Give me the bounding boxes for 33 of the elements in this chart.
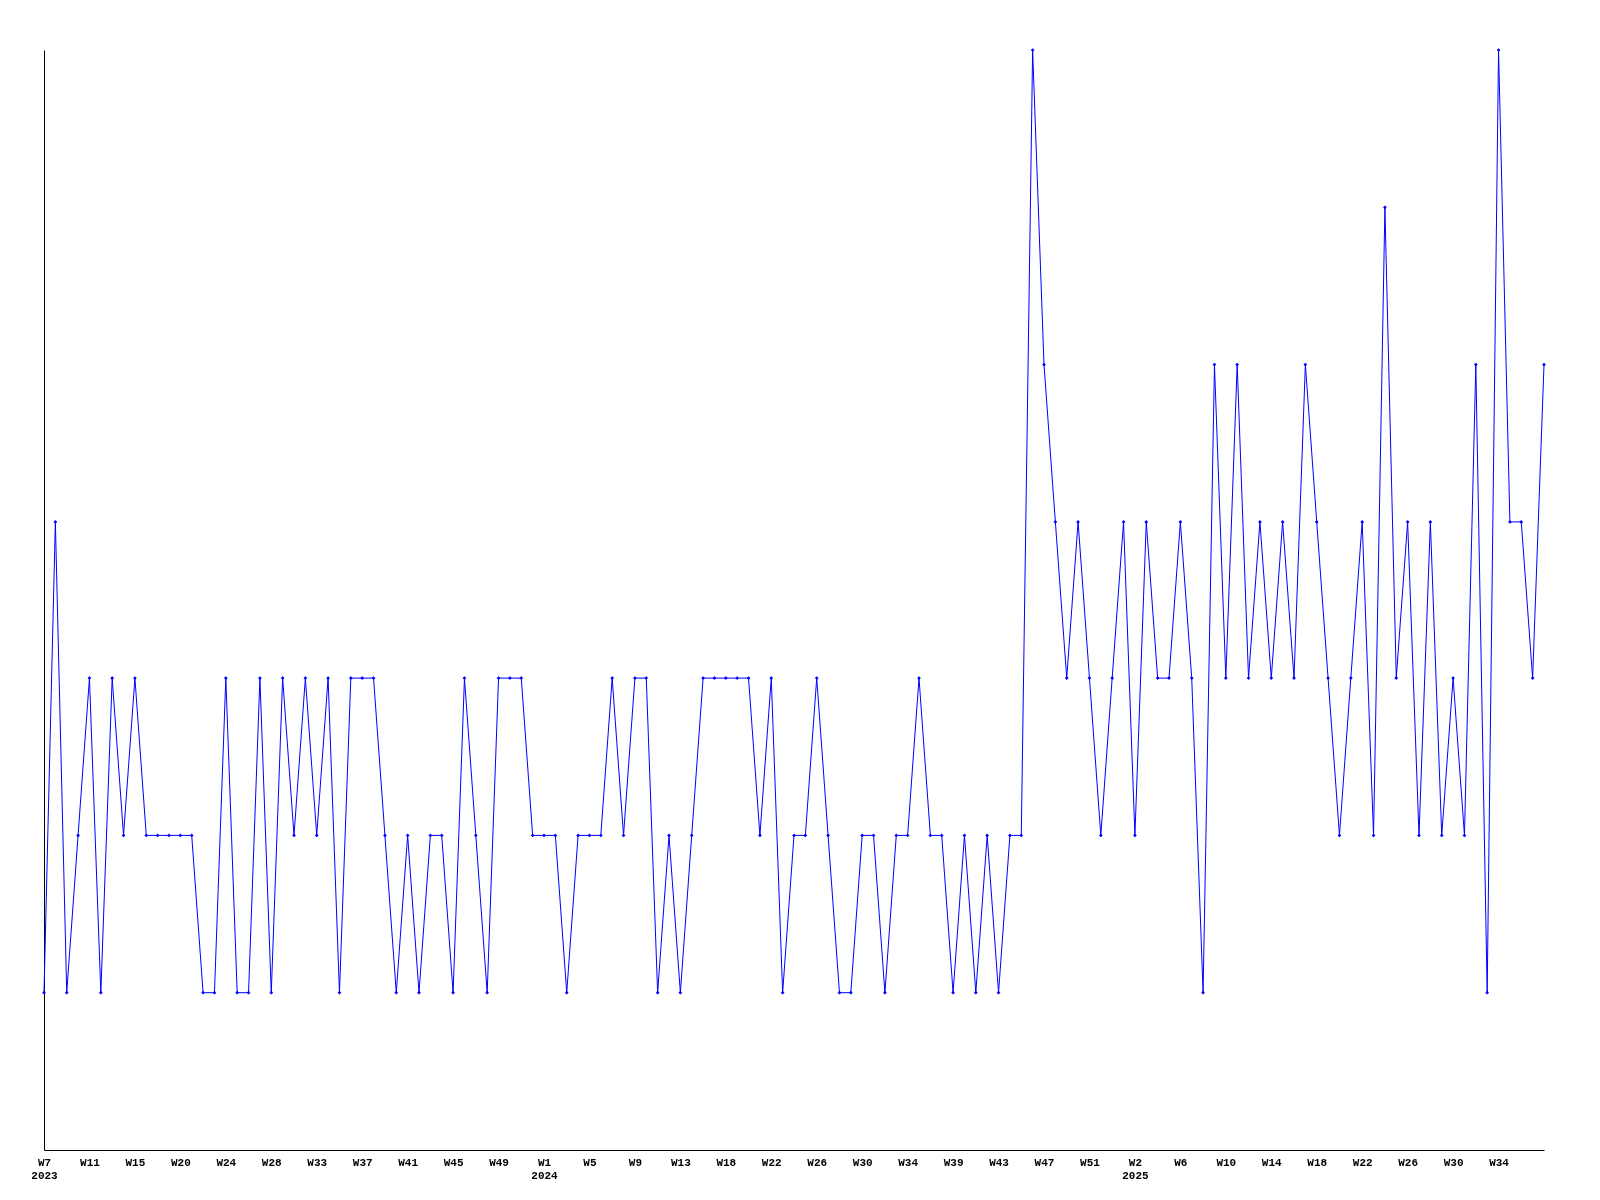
x-tick-label: W5 [583,1156,597,1169]
x-tick-label: W9 [628,1156,643,1169]
x-tick-label: W26 [807,1156,828,1169]
x-tick-label: W18 [1307,1156,1328,1169]
x-tick-label: W20 [170,1156,191,1169]
x-tick-label: W30 [852,1156,873,1169]
x-tick-label: W15 [125,1156,146,1169]
x-tick-label: W6 [1174,1156,1188,1169]
x-tick-label: W7 2023 [31,1156,59,1182]
x-tick-label: W11 [80,1156,101,1169]
x-tick-label: W24 [216,1156,237,1169]
x-tick-label: W49 [489,1156,509,1169]
x-tick-label: W10 [1216,1156,1237,1169]
x-tick-label: W39 [943,1156,964,1169]
x-tick-label: W43 [989,1156,1010,1169]
x-tick-label: W41 [398,1156,419,1169]
x-tick-label: W14 [1261,1156,1283,1169]
x-tick-label: W28 [261,1156,283,1169]
x-tick-label: W51 [1080,1156,1101,1169]
x-tick-label: W34 [898,1156,919,1169]
x-tick-label: W47 [1034,1156,1055,1169]
x-tick-label: W1 2024 [531,1156,559,1182]
x-tick-label: W13 [670,1156,692,1169]
x-tick-label: W37 [352,1156,373,1169]
x-tick-label: W26 [1398,1156,1419,1169]
x-tick-label: W2 2025 [1122,1156,1150,1182]
x-tick-label: W22 [1352,1156,1373,1169]
x-tick-label: W33 [307,1156,328,1169]
x-tick-label: W30 [1443,1156,1464,1169]
x-tick-label: W45 [443,1156,464,1169]
x-tick-label: W18 [716,1156,737,1169]
x-tick-label: W34 [1489,1156,1510,1169]
x-tick-label: W22 [761,1156,782,1169]
